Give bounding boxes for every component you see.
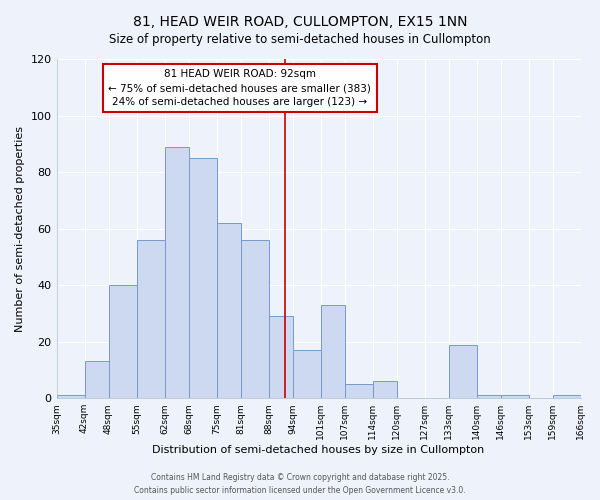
Text: Size of property relative to semi-detached houses in Cullompton: Size of property relative to semi-detach… bbox=[109, 32, 491, 46]
X-axis label: Distribution of semi-detached houses by size in Cullompton: Distribution of semi-detached houses by … bbox=[152, 445, 485, 455]
Text: 81 HEAD WEIR ROAD: 92sqm
← 75% of semi-detached houses are smaller (383)
24% of : 81 HEAD WEIR ROAD: 92sqm ← 75% of semi-d… bbox=[109, 69, 371, 107]
Text: 81, HEAD WEIR ROAD, CULLOMPTON, EX15 1NN: 81, HEAD WEIR ROAD, CULLOMPTON, EX15 1NN bbox=[133, 15, 467, 29]
Bar bbox=[476, 396, 500, 398]
Bar bbox=[188, 158, 217, 398]
Bar bbox=[137, 240, 164, 398]
Bar bbox=[553, 396, 581, 398]
Y-axis label: Number of semi-detached properties: Number of semi-detached properties bbox=[15, 126, 25, 332]
Bar bbox=[293, 350, 320, 398]
Bar bbox=[164, 146, 188, 398]
Bar bbox=[217, 223, 241, 398]
Bar bbox=[85, 362, 109, 398]
Bar bbox=[449, 344, 476, 398]
Bar bbox=[56, 396, 85, 398]
Bar bbox=[241, 240, 269, 398]
Bar bbox=[344, 384, 373, 398]
Bar bbox=[373, 381, 397, 398]
Bar bbox=[109, 285, 137, 398]
Bar bbox=[269, 316, 293, 398]
Bar bbox=[320, 305, 344, 398]
Text: Contains HM Land Registry data © Crown copyright and database right 2025.
Contai: Contains HM Land Registry data © Crown c… bbox=[134, 474, 466, 495]
Bar bbox=[500, 396, 529, 398]
